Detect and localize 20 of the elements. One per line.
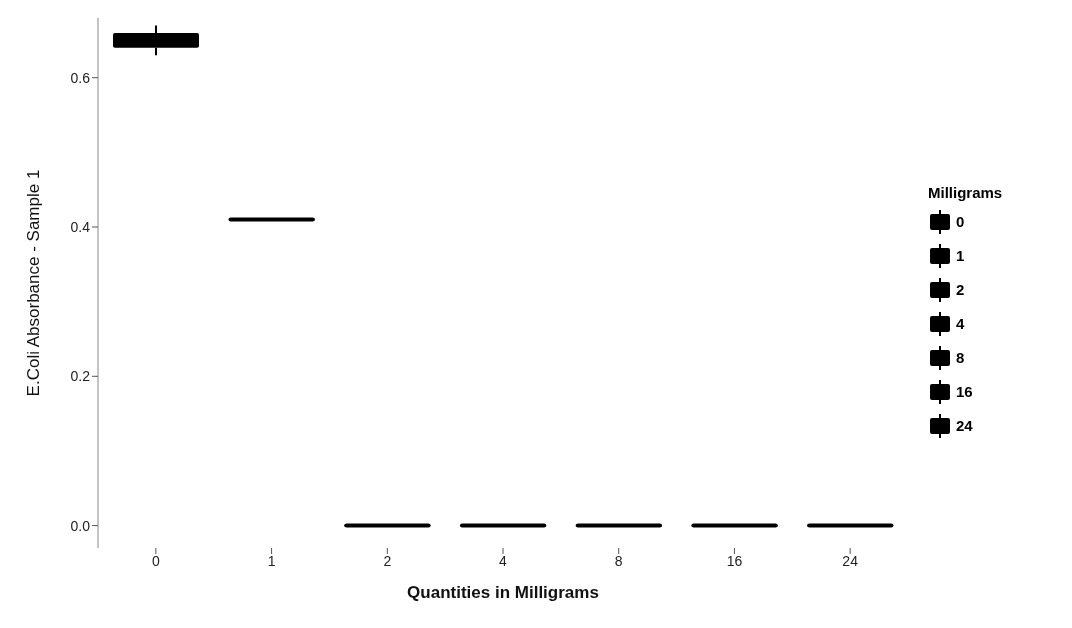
x-tick-label: 1 <box>267 552 276 569</box>
x-tick-label: 0 <box>151 552 160 569</box>
x-tick-label: 8 <box>614 552 623 569</box>
legend-title: Milligrams <box>928 183 1004 201</box>
category-label: 16 <box>956 383 973 400</box>
y-axis-title: E.Coli Absorbance - Sample 1 <box>24 169 44 397</box>
x-tick-label: 16 <box>726 552 743 569</box>
x-tick-label: 4 <box>499 552 508 569</box>
y-tick-label: 0.6 <box>70 69 91 86</box>
category-label: 8 <box>956 349 965 366</box>
category-label: 0 <box>956 213 965 230</box>
category-label: 24 <box>956 281 965 332</box>
y-tick-label: 0.4 <box>70 218 91 235</box>
category-label: 1 <box>956 247 965 264</box>
x-tick-label: 24 <box>842 552 859 569</box>
x-tick-label: 2 <box>383 552 392 569</box>
y-tick-label: 0.0 <box>70 517 91 534</box>
x-axis-title: Quantities in Milligrams <box>407 583 599 602</box>
y-tick-label: 0.2 <box>70 368 91 385</box>
category-label: 24 <box>956 417 973 434</box>
